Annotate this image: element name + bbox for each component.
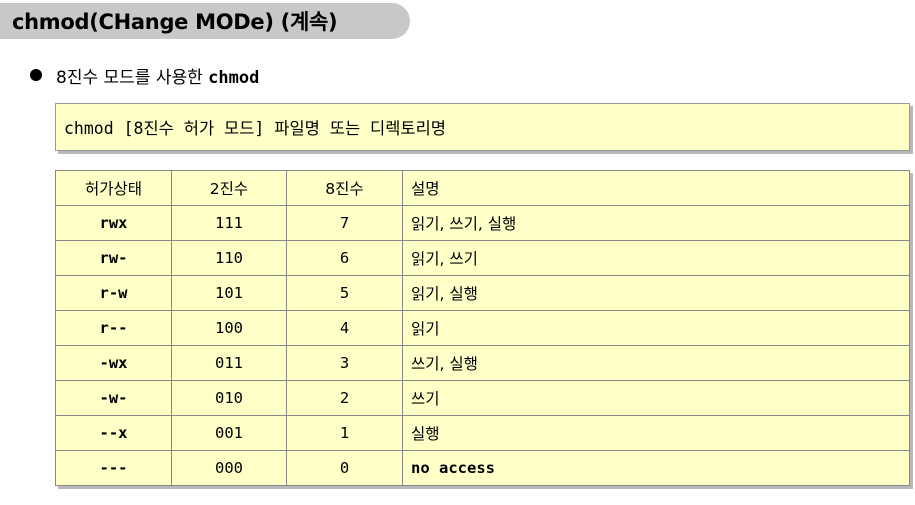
table-row: rwx 111 7 읽기, 쓰기, 실행 [55, 205, 910, 241]
cell-description: 쓰기 [402, 380, 910, 416]
cell-description: 쓰기, 실행 [402, 345, 910, 381]
header-permission: 허가상태 [55, 170, 172, 206]
cell-binary: 011 [171, 345, 287, 381]
cell-permission: --- [55, 450, 172, 486]
cell-description: 읽기, 쓰기 [402, 240, 910, 276]
cell-octal: 3 [286, 345, 403, 381]
table-header-row: 허가상태 2진수 8진수 설명 [55, 170, 910, 206]
cell-binary: 110 [171, 240, 287, 276]
cell-octal: 4 [286, 310, 403, 346]
cell-binary: 001 [171, 415, 287, 451]
cell-octal: 1 [286, 415, 403, 451]
table-row: --x 001 1 실행 [55, 415, 910, 451]
cell-octal: 0 [286, 450, 403, 486]
title-banner: chmod(CHange MODe) (계속) [0, 3, 410, 39]
cell-binary: 100 [171, 310, 287, 346]
header-description: 설명 [402, 170, 910, 206]
cell-binary: 010 [171, 380, 287, 416]
bullet-text-prefix: 8진수 모드를 사용한 [56, 67, 209, 88]
cell-description: no access [402, 450, 910, 486]
cell-description: 읽기, 쓰기, 실행 [402, 205, 910, 241]
cell-permission: r-w [55, 275, 172, 311]
cell-permission: rw- [55, 240, 172, 276]
cell-binary: 111 [171, 205, 287, 241]
cell-description: 읽기 [402, 310, 910, 346]
bullet-point: 8진수 모드를 사용한 chmod [30, 63, 259, 88]
table-row: r-- 100 4 읽기 [55, 310, 910, 346]
table-row: --- 000 0 no access [55, 450, 910, 486]
header-octal: 8진수 [286, 170, 403, 206]
table-row: -wx 011 3 쓰기, 실행 [55, 345, 910, 381]
bullet-dot-icon [30, 69, 42, 81]
table-row: rw- 110 6 읽기, 쓰기 [55, 240, 910, 276]
bullet-text-command: chmod [208, 67, 260, 88]
cell-permission: rwx [55, 205, 172, 241]
header-binary: 2진수 [171, 170, 287, 206]
cell-binary: 101 [171, 275, 287, 311]
cell-permission: --x [55, 415, 172, 451]
cell-binary: 000 [171, 450, 287, 486]
cell-octal: 7 [286, 205, 403, 241]
cell-description: 실행 [402, 415, 910, 451]
command-syntax-box: chmod [8진수 허가 모드] 파일명 또는 디렉토리명 [55, 103, 910, 151]
cell-description: 읽기, 실행 [402, 275, 910, 311]
permission-table: 허가상태 2진수 8진수 설명 rwx 111 7 읽기, 쓰기, 실행 rw-… [55, 170, 910, 486]
cell-octal: 2 [286, 380, 403, 416]
cell-octal: 5 [286, 275, 403, 311]
command-syntax: chmod [8진수 허가 모드] 파일명 또는 디렉토리명 [64, 119, 446, 138]
cell-permission: -wx [55, 345, 172, 381]
page-title: chmod(CHange MODe) (계속) [12, 10, 338, 34]
bullet-text: 8진수 모드를 사용한 chmod [56, 63, 259, 88]
table-row: r-w 101 5 읽기, 실행 [55, 275, 910, 311]
cell-permission: -w- [55, 380, 172, 416]
cell-octal: 6 [286, 240, 403, 276]
cell-permission: r-- [55, 310, 172, 346]
table-row: -w- 010 2 쓰기 [55, 380, 910, 416]
